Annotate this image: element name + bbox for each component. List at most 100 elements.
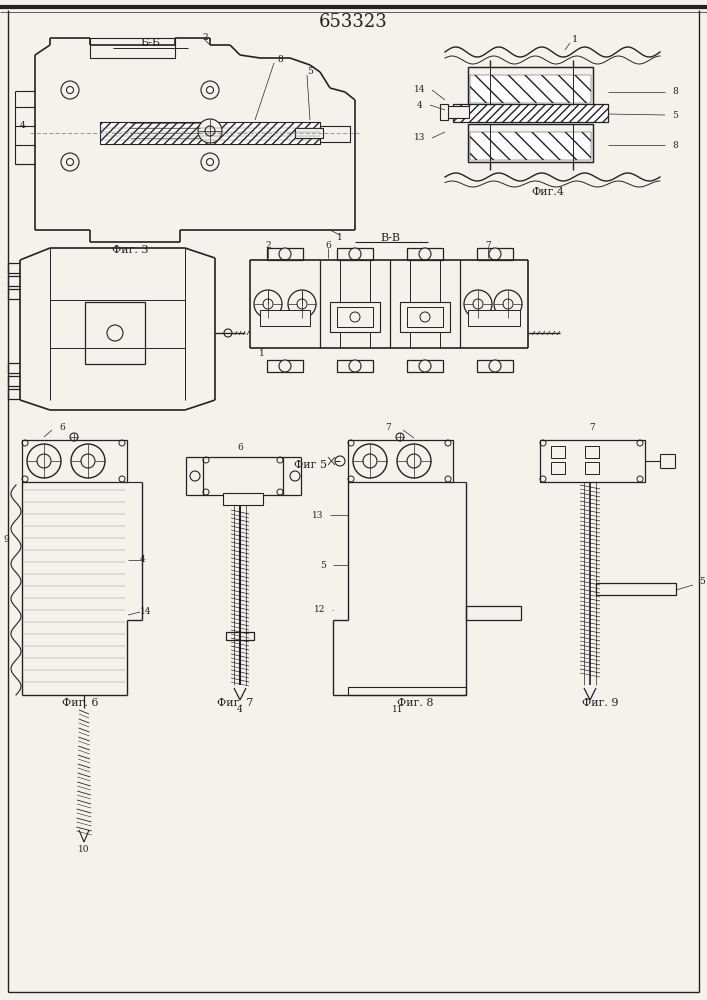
Text: 2: 2 [202, 32, 208, 41]
Text: 653323: 653323 [319, 13, 387, 31]
Circle shape [297, 299, 307, 309]
Bar [468, 124, 593, 162]
Bar [203, 457, 283, 495]
Circle shape [107, 325, 123, 341]
Text: 8: 8 [672, 88, 678, 97]
Circle shape [27, 444, 61, 478]
Bar [468, 67, 593, 105]
Bar [85, 302, 145, 364]
Circle shape [254, 290, 282, 318]
Bar [470, 75, 591, 103]
Circle shape [206, 158, 214, 165]
Bar [337, 307, 373, 327]
Text: 2: 2 [265, 240, 271, 249]
Text: Б-Б: Б-Б [140, 38, 160, 48]
Bar [596, 583, 676, 595]
Text: 5: 5 [320, 560, 326, 570]
Bar [260, 310, 310, 326]
Bar [267, 248, 303, 260]
Bar [400, 302, 450, 332]
Circle shape [397, 444, 431, 478]
Text: В-В: В-В [380, 233, 400, 243]
Bar [470, 132, 591, 160]
Bar [585, 446, 599, 458]
Bar [445, 106, 469, 118]
Bar [90, 38, 175, 58]
Text: Фиг. 6: Фиг. 6 [62, 698, 98, 708]
Text: 12: 12 [315, 605, 326, 614]
Bar [585, 462, 599, 474]
Bar [267, 360, 303, 372]
Text: 9: 9 [3, 536, 9, 544]
Text: Фиг 5: Фиг 5 [293, 460, 327, 470]
Text: 6: 6 [325, 240, 331, 249]
Circle shape [494, 290, 522, 318]
Bar [407, 248, 443, 260]
Bar [468, 310, 520, 326]
Text: Фиг.4: Фиг.4 [532, 187, 564, 197]
Text: 1: 1 [337, 233, 343, 242]
Bar [320, 126, 350, 142]
Bar [22, 440, 127, 482]
Circle shape [473, 299, 483, 309]
Text: 6: 6 [237, 444, 243, 452]
Circle shape [288, 290, 316, 318]
Text: 5: 5 [307, 68, 313, 77]
Circle shape [279, 248, 291, 260]
Text: 1: 1 [572, 35, 578, 44]
Circle shape [353, 444, 387, 478]
Bar [330, 302, 380, 332]
Bar [223, 493, 263, 505]
Bar [407, 360, 443, 372]
Bar [540, 440, 645, 482]
Circle shape [349, 360, 361, 372]
Circle shape [419, 360, 431, 372]
Circle shape [335, 456, 345, 466]
Bar [551, 446, 565, 458]
Text: 7: 7 [385, 422, 391, 432]
Bar [468, 67, 593, 105]
Bar [453, 104, 608, 122]
Circle shape [363, 454, 377, 468]
Bar [226, 632, 254, 640]
Circle shape [464, 290, 492, 318]
Bar [407, 307, 443, 327]
Bar [337, 360, 373, 372]
Circle shape [407, 454, 421, 468]
Text: Фиг. 8: Фиг. 8 [397, 698, 433, 708]
Text: 4: 4 [417, 101, 423, 109]
Bar [337, 248, 373, 260]
Text: 14: 14 [414, 86, 426, 95]
Circle shape [503, 299, 513, 309]
Text: Фиг. 9: Фиг. 9 [582, 698, 618, 708]
Text: 4: 4 [237, 706, 243, 714]
Circle shape [419, 248, 431, 260]
Text: 13: 13 [414, 133, 426, 142]
Circle shape [66, 87, 74, 94]
Text: 5: 5 [672, 110, 678, 119]
Text: 14: 14 [140, 607, 151, 616]
Text: Фиг. 7: Фиг. 7 [217, 698, 253, 708]
Bar [295, 128, 323, 138]
Text: 8: 8 [277, 55, 283, 64]
Text: 10: 10 [78, 846, 90, 854]
Circle shape [349, 248, 361, 260]
Text: 7: 7 [589, 422, 595, 432]
Circle shape [37, 454, 51, 468]
Circle shape [71, 444, 105, 478]
Circle shape [66, 158, 74, 165]
Text: 11: 11 [392, 706, 404, 714]
Bar [100, 122, 320, 144]
Text: 1: 1 [259, 349, 265, 358]
Text: 5: 5 [699, 578, 705, 586]
Circle shape [198, 119, 222, 143]
Bar [440, 104, 448, 120]
Text: 13: 13 [312, 510, 324, 520]
Text: 7: 7 [485, 240, 491, 249]
Bar [477, 248, 513, 260]
Bar [551, 462, 565, 474]
Circle shape [489, 360, 501, 372]
Bar [466, 606, 521, 620]
Text: 4: 4 [19, 120, 25, 129]
Circle shape [350, 312, 360, 322]
